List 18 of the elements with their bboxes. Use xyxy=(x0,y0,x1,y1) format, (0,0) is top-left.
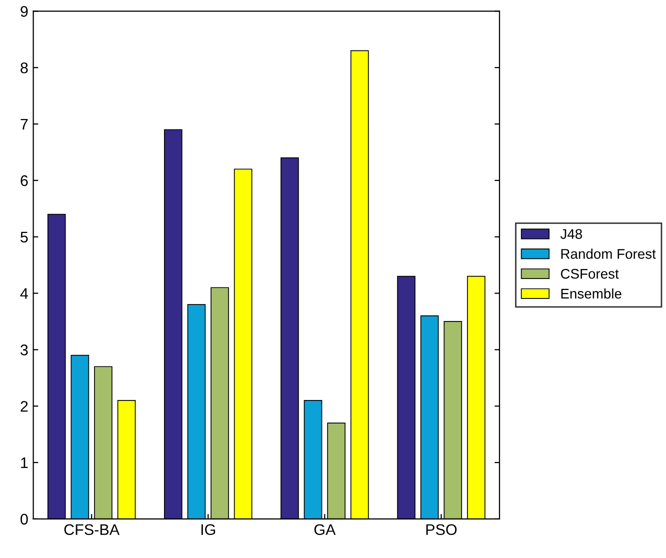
legend-label: CSForest xyxy=(560,268,619,279)
x-tick-label: GA xyxy=(314,524,336,536)
y-tick-label: 1 xyxy=(21,458,28,468)
x-tick-label: PSO xyxy=(426,524,457,536)
legend-label: J48 xyxy=(560,229,582,239)
y-tick-label: 2 xyxy=(20,400,28,412)
y-tick-label: 3 xyxy=(20,344,28,356)
y-tick-label: 0 xyxy=(20,514,28,525)
y-tick-label: 4 xyxy=(20,288,28,299)
y-tick-label: 8 xyxy=(20,62,28,74)
x-tick-label: IG xyxy=(201,524,216,536)
legend-label: Ensemble xyxy=(561,288,622,299)
y-tick-label: 9 xyxy=(20,6,28,17)
y-tick-label: 5 xyxy=(20,232,28,243)
legend-label: Random Forest xyxy=(561,248,656,259)
x-tick-label: CFS-BA xyxy=(64,524,120,536)
y-tick-label: 6 xyxy=(20,175,28,186)
y-tick-label: 7 xyxy=(20,119,28,130)
